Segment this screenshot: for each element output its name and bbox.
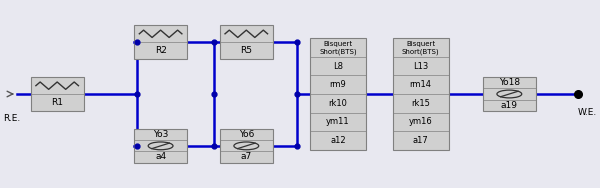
Bar (392, 38, 449, 150)
Text: a4: a4 (155, 152, 166, 161)
Text: Short(BTS): Short(BTS) (402, 49, 439, 55)
Text: L8: L8 (333, 62, 343, 71)
Text: R1: R1 (51, 98, 63, 107)
Text: R.E.: R.E. (3, 114, 20, 123)
Text: rm14: rm14 (410, 80, 431, 89)
Text: ym16: ym16 (409, 117, 433, 126)
Text: a7: a7 (241, 152, 252, 161)
Text: rk15: rk15 (411, 99, 430, 108)
Text: Short(BTS): Short(BTS) (319, 49, 357, 55)
Bar (310, 38, 366, 150)
Text: L13: L13 (413, 62, 428, 71)
Text: rm9: rm9 (329, 80, 346, 89)
Text: R5: R5 (241, 46, 253, 55)
Bar (220, 25, 273, 59)
Text: Bisquert: Bisquert (323, 41, 352, 47)
Text: rk10: rk10 (328, 99, 347, 108)
Bar (134, 25, 187, 59)
Text: Bisquert: Bisquert (406, 41, 435, 47)
Text: R2: R2 (155, 46, 167, 55)
Text: Yo6: Yo6 (239, 130, 254, 139)
Bar (220, 129, 273, 163)
Text: Yo18: Yo18 (499, 78, 520, 87)
Text: Yo3: Yo3 (153, 130, 168, 139)
Text: a19: a19 (501, 101, 518, 110)
Text: W.E.: W.E. (578, 108, 597, 117)
Bar (134, 129, 187, 163)
Bar (483, 77, 536, 111)
Text: a17: a17 (413, 136, 428, 145)
Bar (31, 77, 84, 111)
Text: a12: a12 (330, 136, 346, 145)
Text: ym11: ym11 (326, 117, 350, 126)
